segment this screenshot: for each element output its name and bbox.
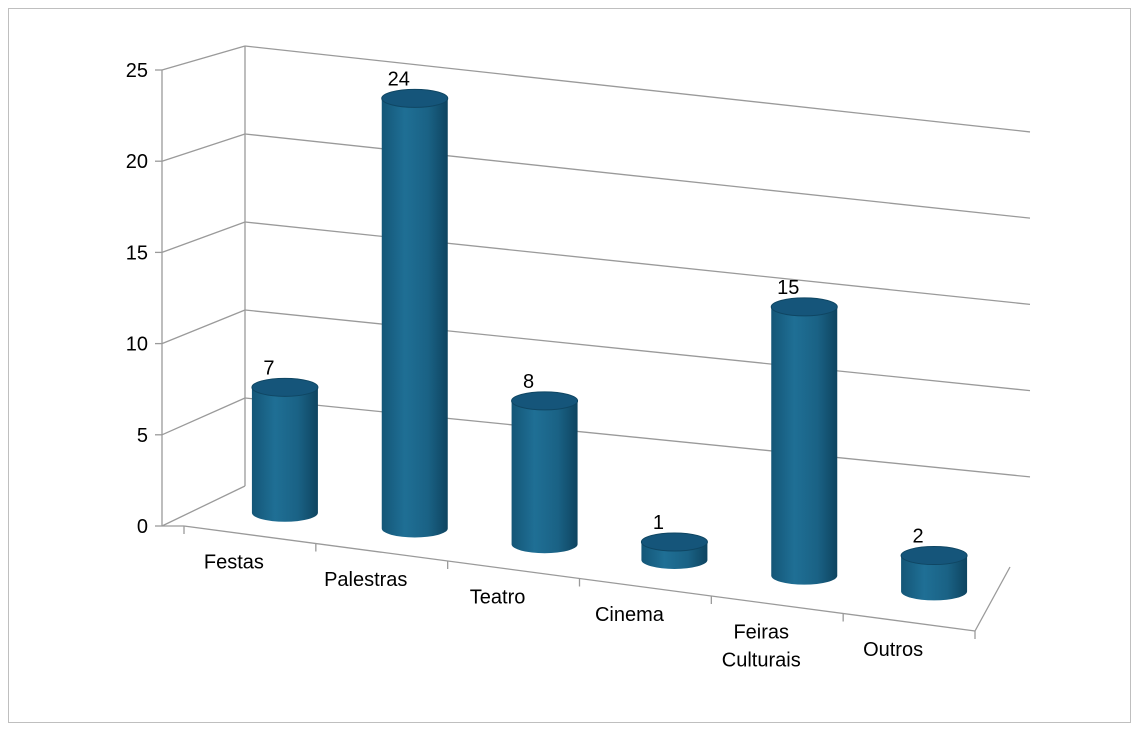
y-tick-label: 10 bbox=[126, 334, 148, 356]
category-label-line: Cinema bbox=[595, 604, 665, 626]
bar-top bbox=[381, 88, 449, 108]
category-label: Feiras Culturais bbox=[722, 622, 801, 672]
bar-body bbox=[251, 387, 318, 522]
bar-top bbox=[251, 377, 319, 397]
category-label: Outros bbox=[863, 639, 923, 661]
y-tick-label: 15 bbox=[126, 242, 148, 264]
back-gridline bbox=[244, 397, 1031, 478]
y-tick-label: 20 bbox=[126, 151, 148, 173]
bar-body bbox=[771, 306, 838, 585]
back-gridline bbox=[244, 45, 1031, 133]
data-label: 15 bbox=[777, 277, 799, 299]
bar bbox=[900, 546, 968, 601]
data-label: 24 bbox=[388, 68, 410, 90]
category-label-line: Teatro bbox=[470, 587, 526, 609]
category-label: Palestras bbox=[324, 569, 407, 591]
bar-top bbox=[770, 297, 838, 317]
category-label-line: Outros bbox=[863, 639, 923, 661]
back-gridline bbox=[244, 309, 1031, 392]
category-label: Festas bbox=[204, 552, 264, 574]
floor-right-edge bbox=[974, 566, 1011, 632]
bar bbox=[770, 297, 838, 585]
data-label: 8 bbox=[523, 371, 534, 393]
bar-top bbox=[900, 546, 968, 566]
category-label-line: Festas bbox=[204, 552, 264, 574]
category-label-line: Culturais bbox=[722, 650, 801, 672]
gridlines bbox=[161, 45, 1031, 527]
y-tick-label: 5 bbox=[137, 425, 148, 447]
y-tick-label: 25 bbox=[126, 60, 148, 82]
bar-body bbox=[511, 400, 578, 554]
back-gridline bbox=[244, 133, 1031, 219]
axes bbox=[155, 46, 1011, 639]
category-label: Teatro bbox=[470, 587, 526, 609]
bar-body bbox=[901, 555, 968, 601]
bar-body bbox=[381, 98, 448, 538]
chart-frame bbox=[8, 8, 1131, 723]
side-gridline bbox=[161, 45, 246, 71]
labels: 0 5 10 15 20 25 7 24 8 1 15 2 Festas Palestras Teatro C… bbox=[126, 60, 924, 672]
category-label: Cinema bbox=[595, 604, 665, 626]
y-tick-label: 0 bbox=[137, 516, 148, 538]
side-gridline bbox=[161, 221, 246, 254]
side-gridline bbox=[161, 133, 246, 162]
data-label: 7 bbox=[263, 357, 274, 379]
bar-top bbox=[640, 532, 708, 552]
data-label: 2 bbox=[913, 526, 924, 548]
category-label-line: Palestras bbox=[324, 569, 407, 591]
data-label: 1 bbox=[653, 512, 664, 534]
category-label-line: Feiras bbox=[733, 622, 789, 644]
side-gridline bbox=[161, 485, 246, 527]
bar bbox=[381, 88, 449, 538]
bar bbox=[511, 391, 579, 554]
bars bbox=[251, 88, 968, 601]
side-gridline bbox=[161, 397, 246, 436]
bar bbox=[251, 377, 319, 522]
side-gridline bbox=[161, 309, 246, 345]
back-gridline bbox=[244, 221, 1031, 306]
bar bbox=[640, 532, 708, 569]
bar-top bbox=[511, 391, 579, 411]
